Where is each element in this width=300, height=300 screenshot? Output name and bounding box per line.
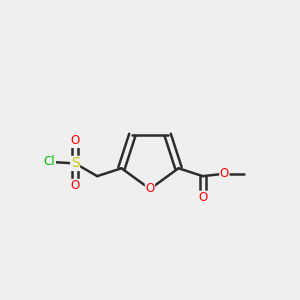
Text: O: O bbox=[198, 191, 207, 204]
Text: O: O bbox=[70, 134, 80, 147]
Text: Cl: Cl bbox=[44, 155, 56, 168]
Text: S: S bbox=[71, 156, 80, 170]
Text: O: O bbox=[146, 182, 154, 196]
Text: O: O bbox=[70, 179, 80, 192]
Text: O: O bbox=[220, 167, 229, 180]
